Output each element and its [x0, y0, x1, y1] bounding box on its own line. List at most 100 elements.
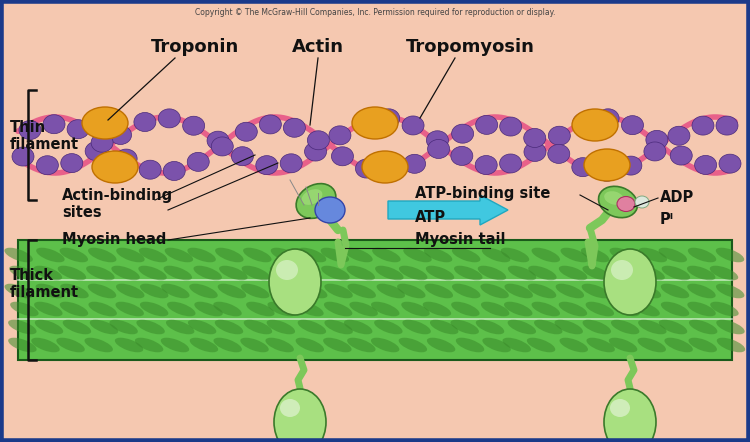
Ellipse shape [638, 248, 667, 262]
Ellipse shape [476, 156, 497, 175]
Ellipse shape [323, 338, 352, 352]
Ellipse shape [583, 320, 611, 334]
Ellipse shape [296, 183, 336, 218]
Ellipse shape [188, 248, 216, 262]
Text: Thin
filament: Thin filament [10, 120, 80, 152]
Ellipse shape [454, 266, 482, 280]
Ellipse shape [8, 320, 37, 334]
Ellipse shape [167, 302, 196, 316]
Ellipse shape [501, 248, 530, 262]
Ellipse shape [451, 320, 479, 334]
Ellipse shape [34, 320, 63, 334]
Ellipse shape [378, 109, 400, 128]
Ellipse shape [658, 248, 687, 262]
Ellipse shape [293, 266, 322, 280]
Ellipse shape [404, 154, 425, 173]
Ellipse shape [19, 121, 41, 140]
Ellipse shape [166, 320, 194, 334]
Ellipse shape [481, 302, 509, 316]
Ellipse shape [582, 284, 610, 298]
Ellipse shape [637, 266, 664, 280]
Ellipse shape [528, 266, 556, 280]
Ellipse shape [110, 126, 131, 145]
Ellipse shape [476, 115, 498, 134]
Ellipse shape [188, 152, 209, 171]
Ellipse shape [260, 115, 281, 134]
Ellipse shape [526, 338, 555, 352]
Ellipse shape [82, 107, 128, 139]
Ellipse shape [430, 320, 458, 334]
Text: ATP-binding site: ATP-binding site [415, 186, 550, 201]
Ellipse shape [482, 338, 511, 352]
Ellipse shape [321, 266, 350, 280]
Ellipse shape [482, 248, 510, 262]
Ellipse shape [452, 124, 473, 143]
Ellipse shape [426, 266, 454, 280]
Ellipse shape [85, 338, 113, 352]
Ellipse shape [548, 145, 570, 164]
Ellipse shape [110, 320, 138, 334]
Ellipse shape [710, 302, 739, 316]
Ellipse shape [164, 266, 192, 280]
Ellipse shape [646, 130, 668, 149]
Ellipse shape [424, 248, 452, 262]
Ellipse shape [604, 191, 624, 205]
Ellipse shape [91, 133, 113, 152]
Ellipse shape [658, 320, 687, 334]
Ellipse shape [139, 248, 167, 262]
Ellipse shape [116, 149, 137, 168]
Ellipse shape [427, 338, 455, 352]
Ellipse shape [362, 151, 408, 183]
Ellipse shape [347, 338, 376, 352]
Ellipse shape [451, 146, 472, 165]
Ellipse shape [609, 338, 638, 352]
Ellipse shape [548, 126, 570, 145]
Ellipse shape [308, 131, 329, 150]
Ellipse shape [135, 338, 164, 352]
Ellipse shape [344, 320, 373, 334]
Ellipse shape [246, 302, 274, 316]
Ellipse shape [90, 320, 118, 334]
Ellipse shape [668, 126, 690, 145]
Ellipse shape [620, 156, 642, 175]
Ellipse shape [617, 197, 635, 212]
Ellipse shape [37, 156, 58, 175]
Ellipse shape [344, 248, 373, 262]
Ellipse shape [716, 320, 745, 334]
Ellipse shape [427, 131, 448, 150]
Ellipse shape [34, 302, 62, 316]
Ellipse shape [232, 147, 254, 166]
Ellipse shape [217, 284, 246, 298]
Ellipse shape [662, 266, 690, 280]
Text: Actin-binding
sites: Actin-binding sites [62, 188, 173, 221]
Text: Troponin: Troponin [151, 38, 239, 56]
Ellipse shape [375, 266, 404, 280]
Ellipse shape [4, 284, 33, 298]
Ellipse shape [215, 248, 244, 262]
Ellipse shape [320, 248, 349, 262]
Ellipse shape [692, 116, 714, 135]
Ellipse shape [58, 266, 86, 280]
Ellipse shape [604, 249, 656, 315]
Ellipse shape [158, 109, 180, 128]
Text: Thick
filament: Thick filament [10, 268, 80, 301]
Ellipse shape [240, 338, 268, 352]
Ellipse shape [532, 248, 560, 262]
Ellipse shape [719, 154, 741, 173]
Ellipse shape [268, 302, 296, 316]
Ellipse shape [596, 162, 618, 181]
Ellipse shape [452, 302, 479, 316]
Ellipse shape [214, 320, 243, 334]
Ellipse shape [598, 187, 638, 217]
Ellipse shape [92, 151, 138, 183]
Ellipse shape [689, 320, 718, 334]
Ellipse shape [347, 284, 376, 298]
Ellipse shape [635, 196, 649, 208]
Ellipse shape [638, 338, 666, 352]
Ellipse shape [324, 284, 352, 298]
Ellipse shape [60, 284, 88, 298]
Ellipse shape [189, 284, 217, 298]
Ellipse shape [315, 197, 345, 223]
Ellipse shape [371, 302, 400, 316]
Ellipse shape [4, 248, 33, 262]
